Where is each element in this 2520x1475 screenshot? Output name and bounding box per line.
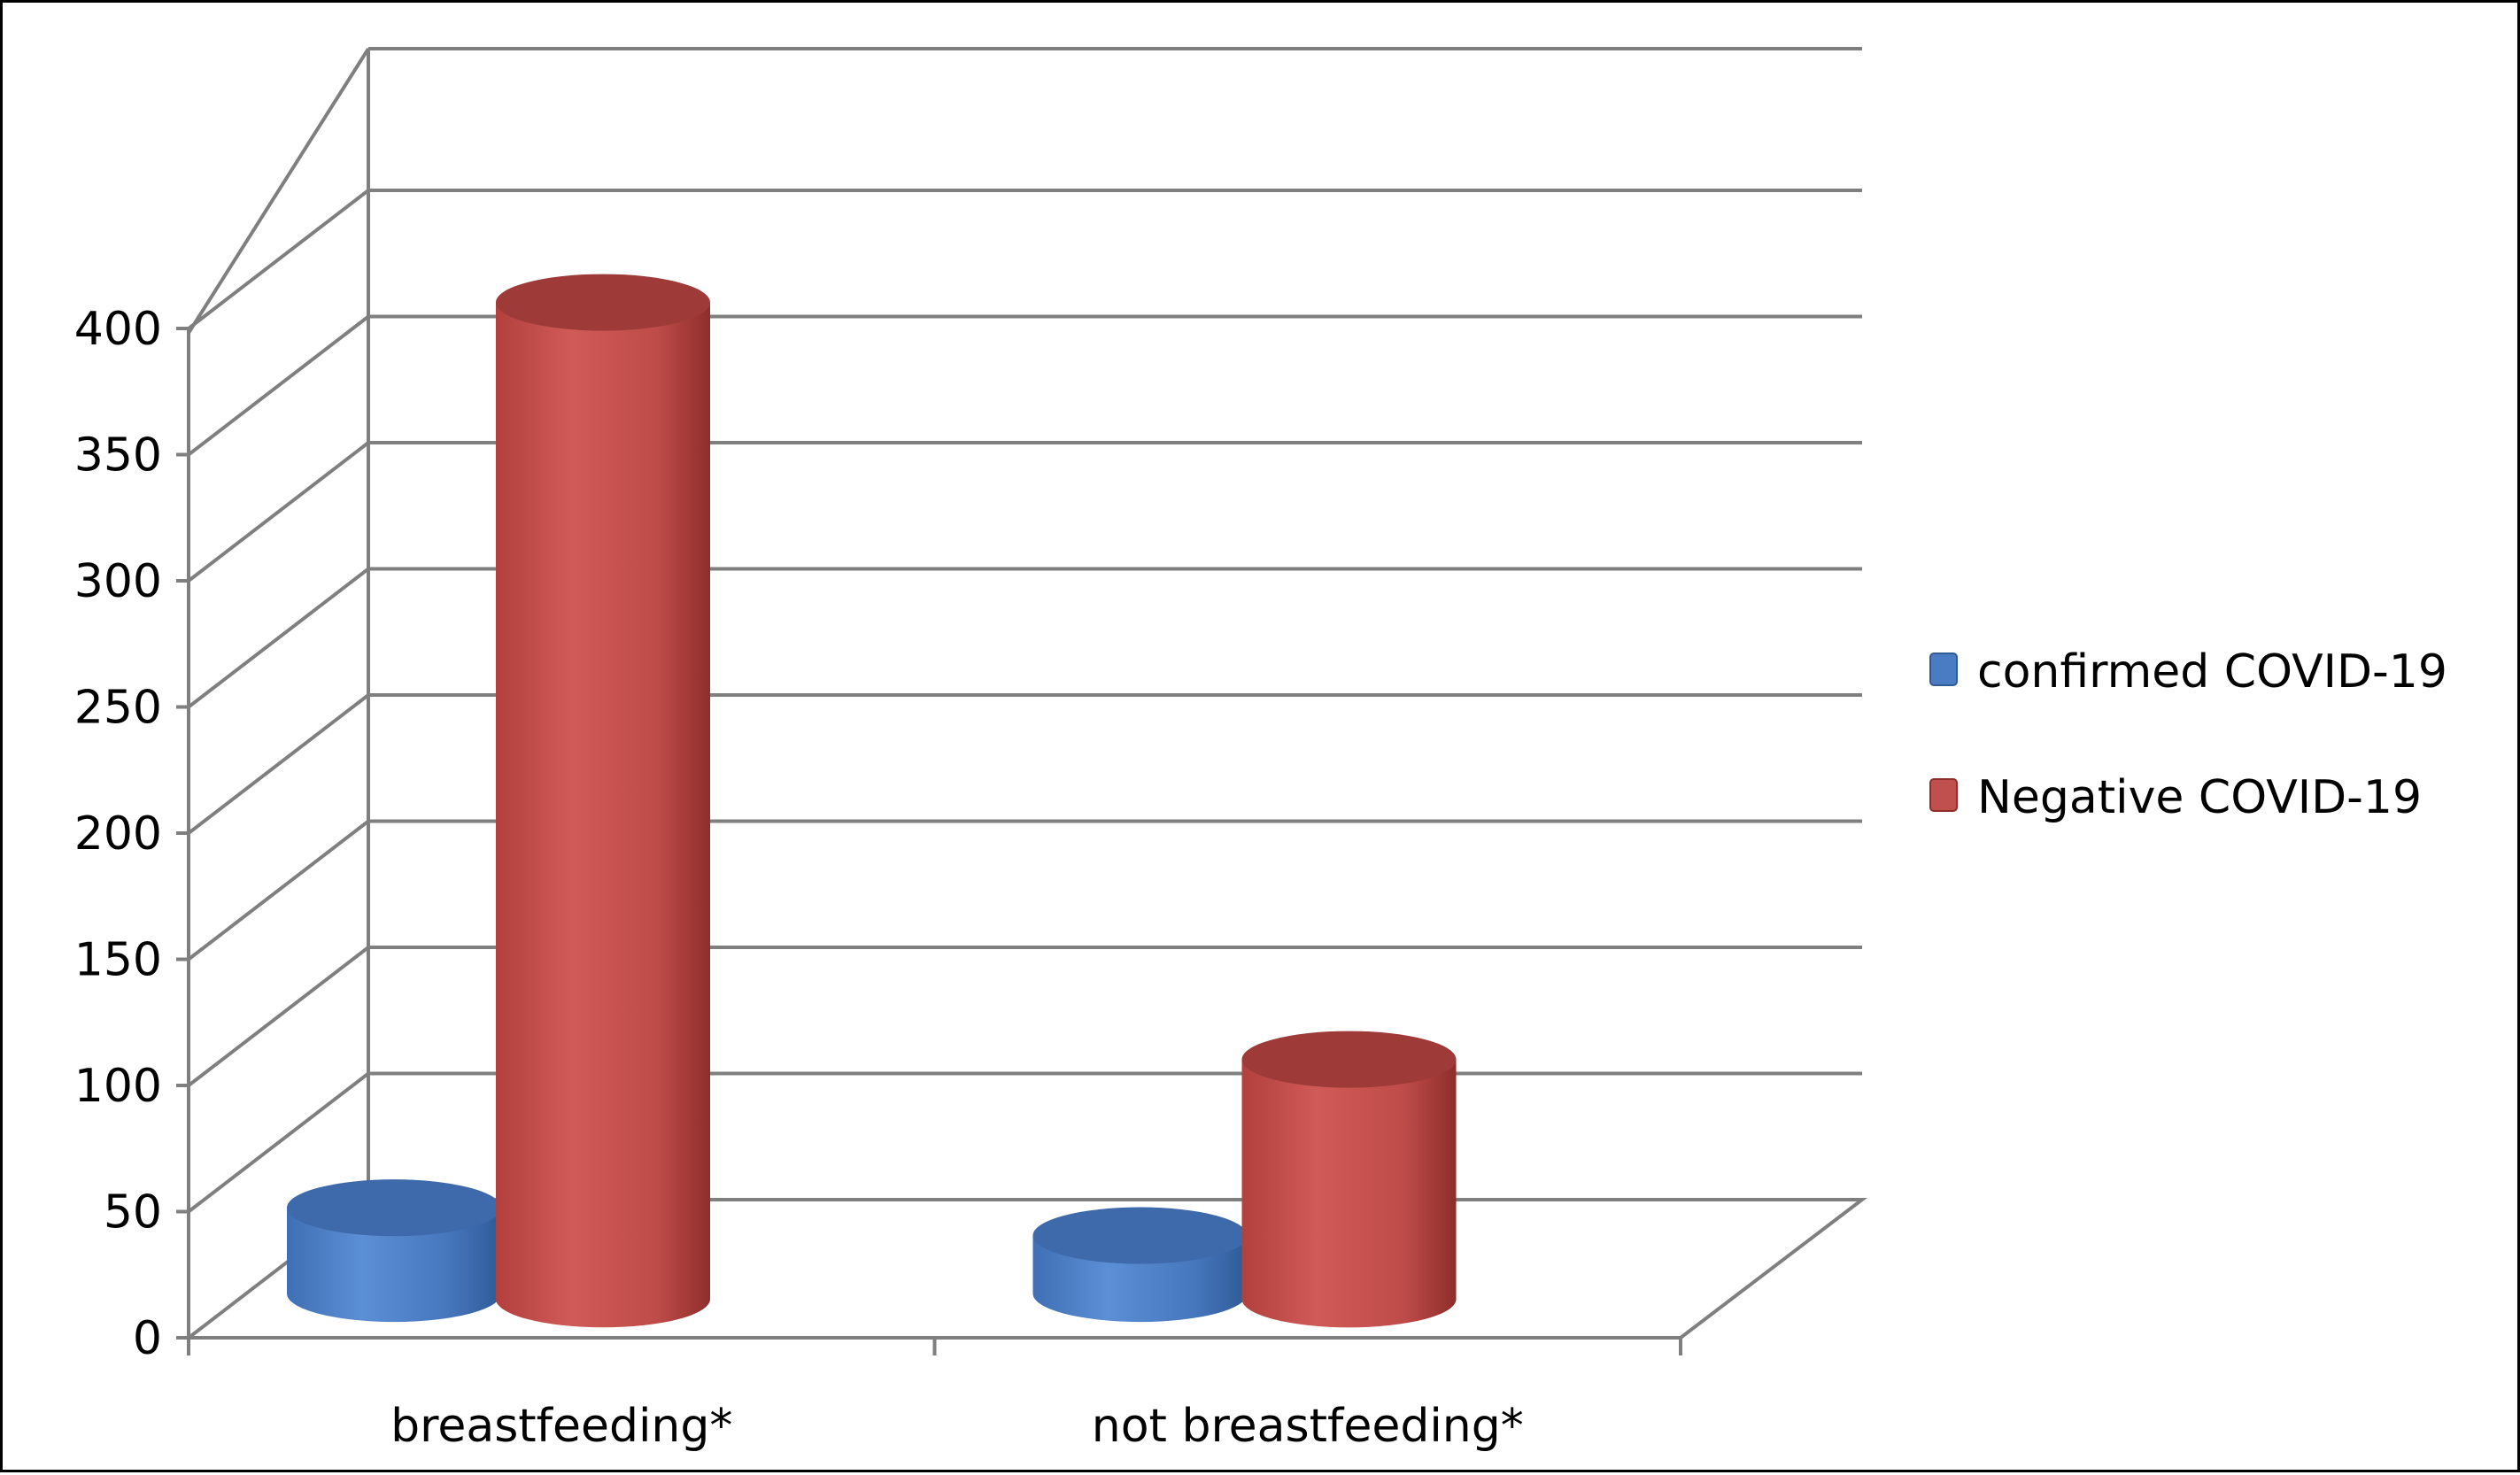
gridline-diagonal	[187, 314, 370, 457]
gridline-diagonal	[187, 693, 370, 835]
x-category-label: breastfeeding*	[390, 1400, 732, 1453]
y-axis-ticks: 0 50 100 150 200 250 300 350 400	[74, 303, 189, 1365]
bar-negative-breastfeeding	[496, 274, 710, 1328]
bar-body	[496, 302, 710, 1328]
gridlines	[187, 47, 1862, 1214]
bar-top	[496, 274, 710, 331]
y-tick-label: 200	[74, 807, 162, 861]
side-wall-top-edge	[187, 47, 370, 335]
gridline-diagonal	[187, 567, 370, 709]
bar-body	[1241, 1059, 1457, 1328]
bar-top	[1241, 1031, 1457, 1088]
bar-body	[287, 1208, 501, 1323]
x-axis: breastfeeding* not breastfeeding*	[187, 1338, 1682, 1453]
legend-label: confirmed COVID-19	[1977, 645, 2447, 699]
gridline-diagonal	[187, 189, 370, 330]
y-tick-label: 0	[133, 1312, 162, 1365]
bar-negative-not-breastfeeding	[1241, 1031, 1457, 1328]
bars	[287, 274, 1457, 1328]
y-tick-label: 300	[74, 555, 162, 608]
y-tick-label: 100	[74, 1060, 162, 1113]
bar-top	[1032, 1207, 1248, 1264]
y-tick-label: 400	[74, 303, 162, 356]
y-tick-label: 350	[74, 429, 162, 483]
legend: confirmed COVID-19 Negative COVID-19	[1929, 645, 2447, 824]
legend-label: Negative COVID-19	[1977, 771, 2422, 824]
gridline-diagonal	[187, 819, 370, 961]
legend-swatch	[1929, 778, 1958, 812]
bar-confirmed-breastfeeding	[287, 1179, 501, 1323]
gridline-diagonal	[187, 441, 370, 583]
y-tick-label: 250	[74, 682, 162, 735]
gridline-diagonal	[187, 946, 370, 1087]
bar-chart-3d: 0 50 100 150 200 250 300 350 400 breastfeeding* n…	[74, 47, 2447, 1453]
x-category-label: not breastfeeding*	[1092, 1400, 1524, 1453]
y-tick-label: 50	[104, 1186, 162, 1239]
gridline-diagonal	[187, 1071, 370, 1214]
bar-top	[287, 1179, 501, 1237]
bar-confirmed-not-breastfeeding	[1032, 1207, 1248, 1323]
y-tick-label: 150	[74, 934, 162, 987]
legend-swatch	[1929, 653, 1958, 686]
